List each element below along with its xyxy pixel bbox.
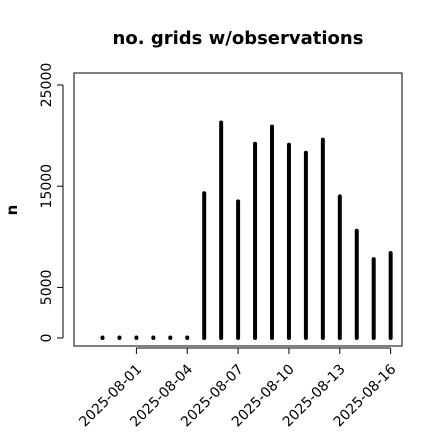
y-tick-label: 15000 [39, 164, 55, 209]
plot-frame [73, 72, 403, 347]
x-axis: 2025-08-012025-08-042025-08-072025-08-10… [76, 347, 400, 430]
y-tick-label: 5000 [39, 270, 55, 306]
y-tick-label: 25000 [39, 63, 55, 108]
y-tick-label: 0 [39, 334, 55, 343]
y-axis: 0 5000 15000 25000 [39, 63, 64, 343]
chart-title: no. grids w/observations [113, 28, 364, 49]
bars [100, 120, 393, 340]
y-axis-label: n [3, 205, 21, 216]
